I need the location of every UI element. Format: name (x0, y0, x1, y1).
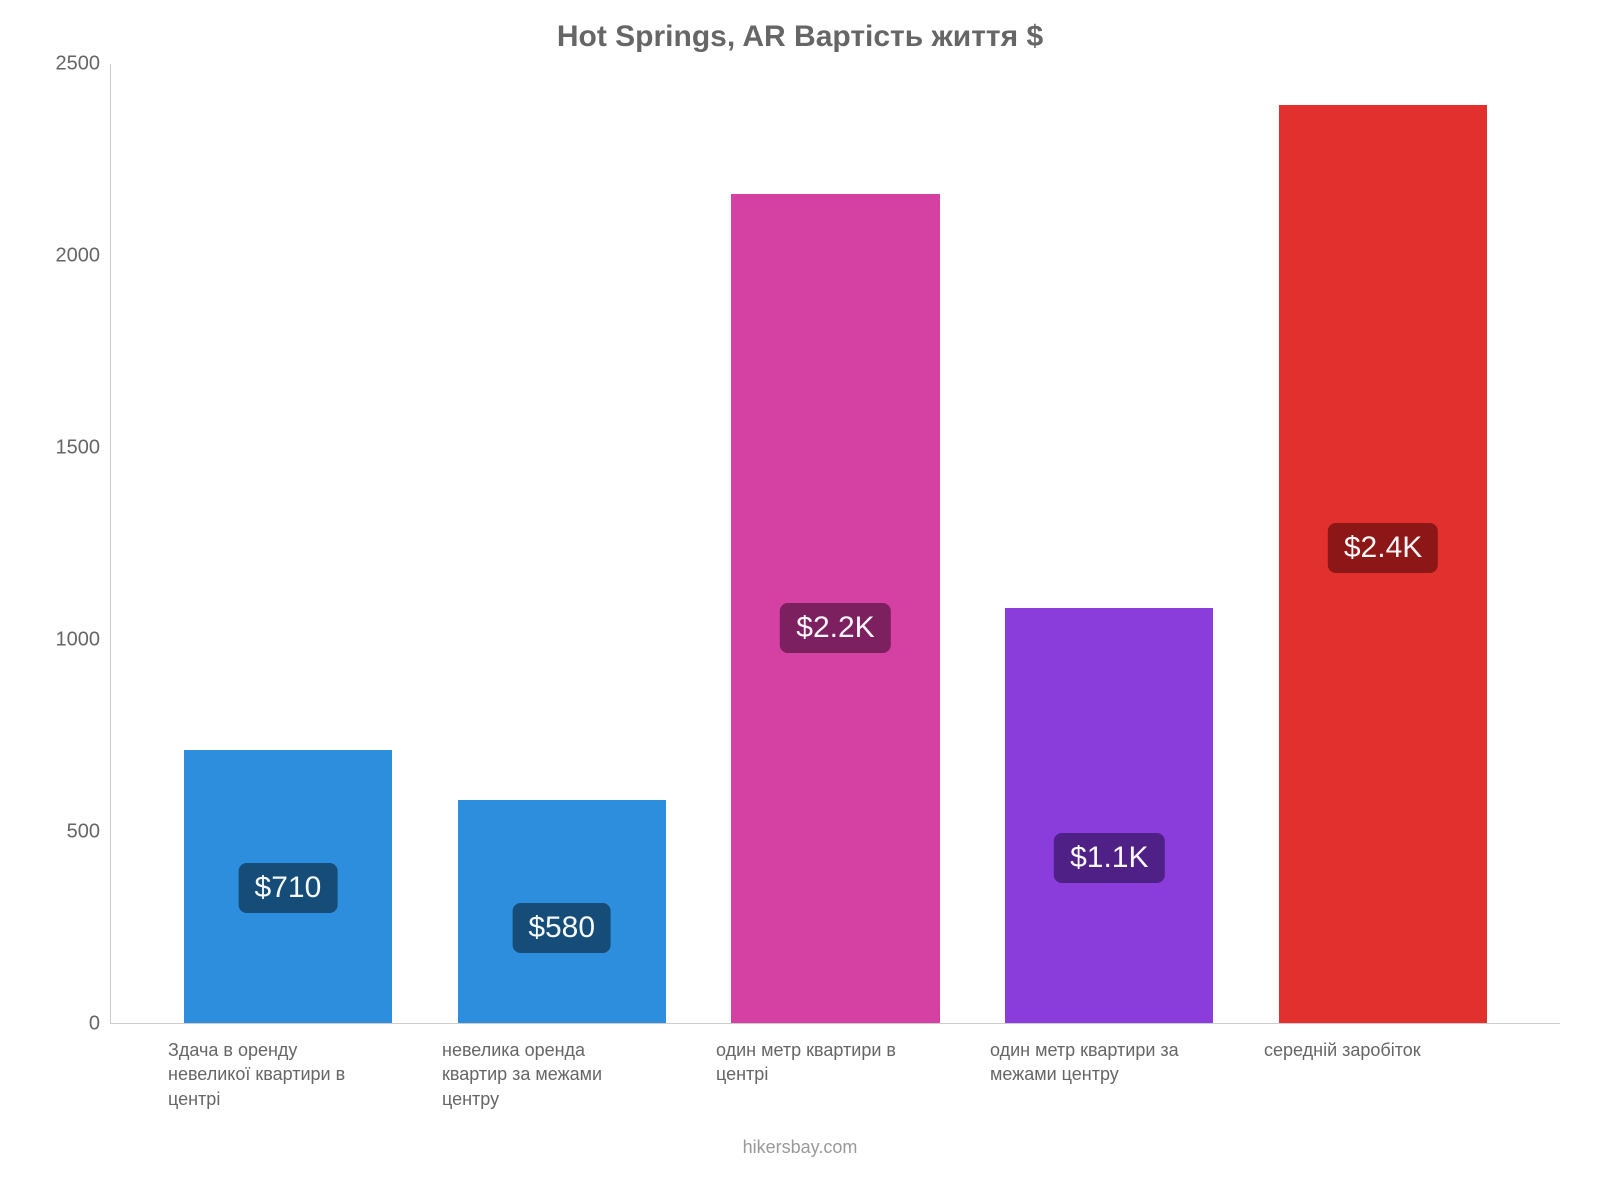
x-label: середній заробіток (1264, 1038, 1421, 1111)
plot-row: 05001000150020002500 $710$580$2.2K$1.1K$… (40, 64, 1560, 1024)
x-label: один метр квартири в центрі (716, 1038, 906, 1111)
value-badge: $2.4K (1328, 523, 1438, 573)
bar: $580 (458, 800, 666, 1023)
plot-area: $710 $580 $2.2K $1.1K $2.4K (110, 64, 1560, 1024)
y-tick: 1000 (56, 629, 101, 652)
y-tick: 500 (67, 821, 100, 844)
bars-layer: $710 $580 $2.2K $1.1K $2.4K (111, 64, 1560, 1023)
x-axis-labels: Здача в оренду невеликої квартири в цент… (110, 1038, 1560, 1111)
x-label-slot: середній заробіток (1246, 1038, 1520, 1111)
x-label: один метр квартири за межами центру (990, 1038, 1180, 1111)
value-badge: $2.2K (780, 603, 890, 653)
value-badge: $1.1K (1054, 833, 1164, 883)
bar-slot: $1.1K (972, 64, 1246, 1023)
chart-container: Hot Springs, AR Вартість життя $ 0 500 100… (0, 0, 1600, 1200)
bar-slot: $2.4K (1246, 64, 1520, 1023)
attribution: hikersbay.com (40, 1137, 1560, 1158)
y-axis: 05001000150020002500 (40, 64, 110, 1024)
x-label-slot: Здача в оренду невеликої квартири в цент… (150, 1038, 424, 1111)
bar-slot: $2.2K (699, 64, 973, 1023)
value-badge: $710 (239, 863, 338, 913)
bar: $2.2K (731, 194, 939, 1023)
chart-title: Hot Springs, AR Вартість життя $ (40, 20, 1560, 54)
x-label-slot: невелика оренда квартир за межами центру (424, 1038, 698, 1111)
bar: $710 (184, 750, 392, 1023)
x-label: Здача в оренду невеликої квартири в цент… (168, 1038, 358, 1111)
y-tick: 1500 (56, 437, 101, 460)
x-label: невелика оренда квартир за межами центру (442, 1038, 632, 1111)
value-badge: $580 (512, 903, 611, 953)
y-tick: 2000 (56, 245, 101, 268)
y-tick: 0 (89, 1013, 100, 1036)
bar: $2.4K (1279, 105, 1487, 1023)
y-tick: 2500 (56, 53, 101, 76)
x-label-slot: один метр квартири в центрі (698, 1038, 972, 1111)
x-label-slot: один метр квартири за межами центру (972, 1038, 1246, 1111)
bar-slot: $710 (151, 64, 425, 1023)
bar: $1.1K (1005, 608, 1213, 1023)
bar-slot: $580 (425, 64, 699, 1023)
